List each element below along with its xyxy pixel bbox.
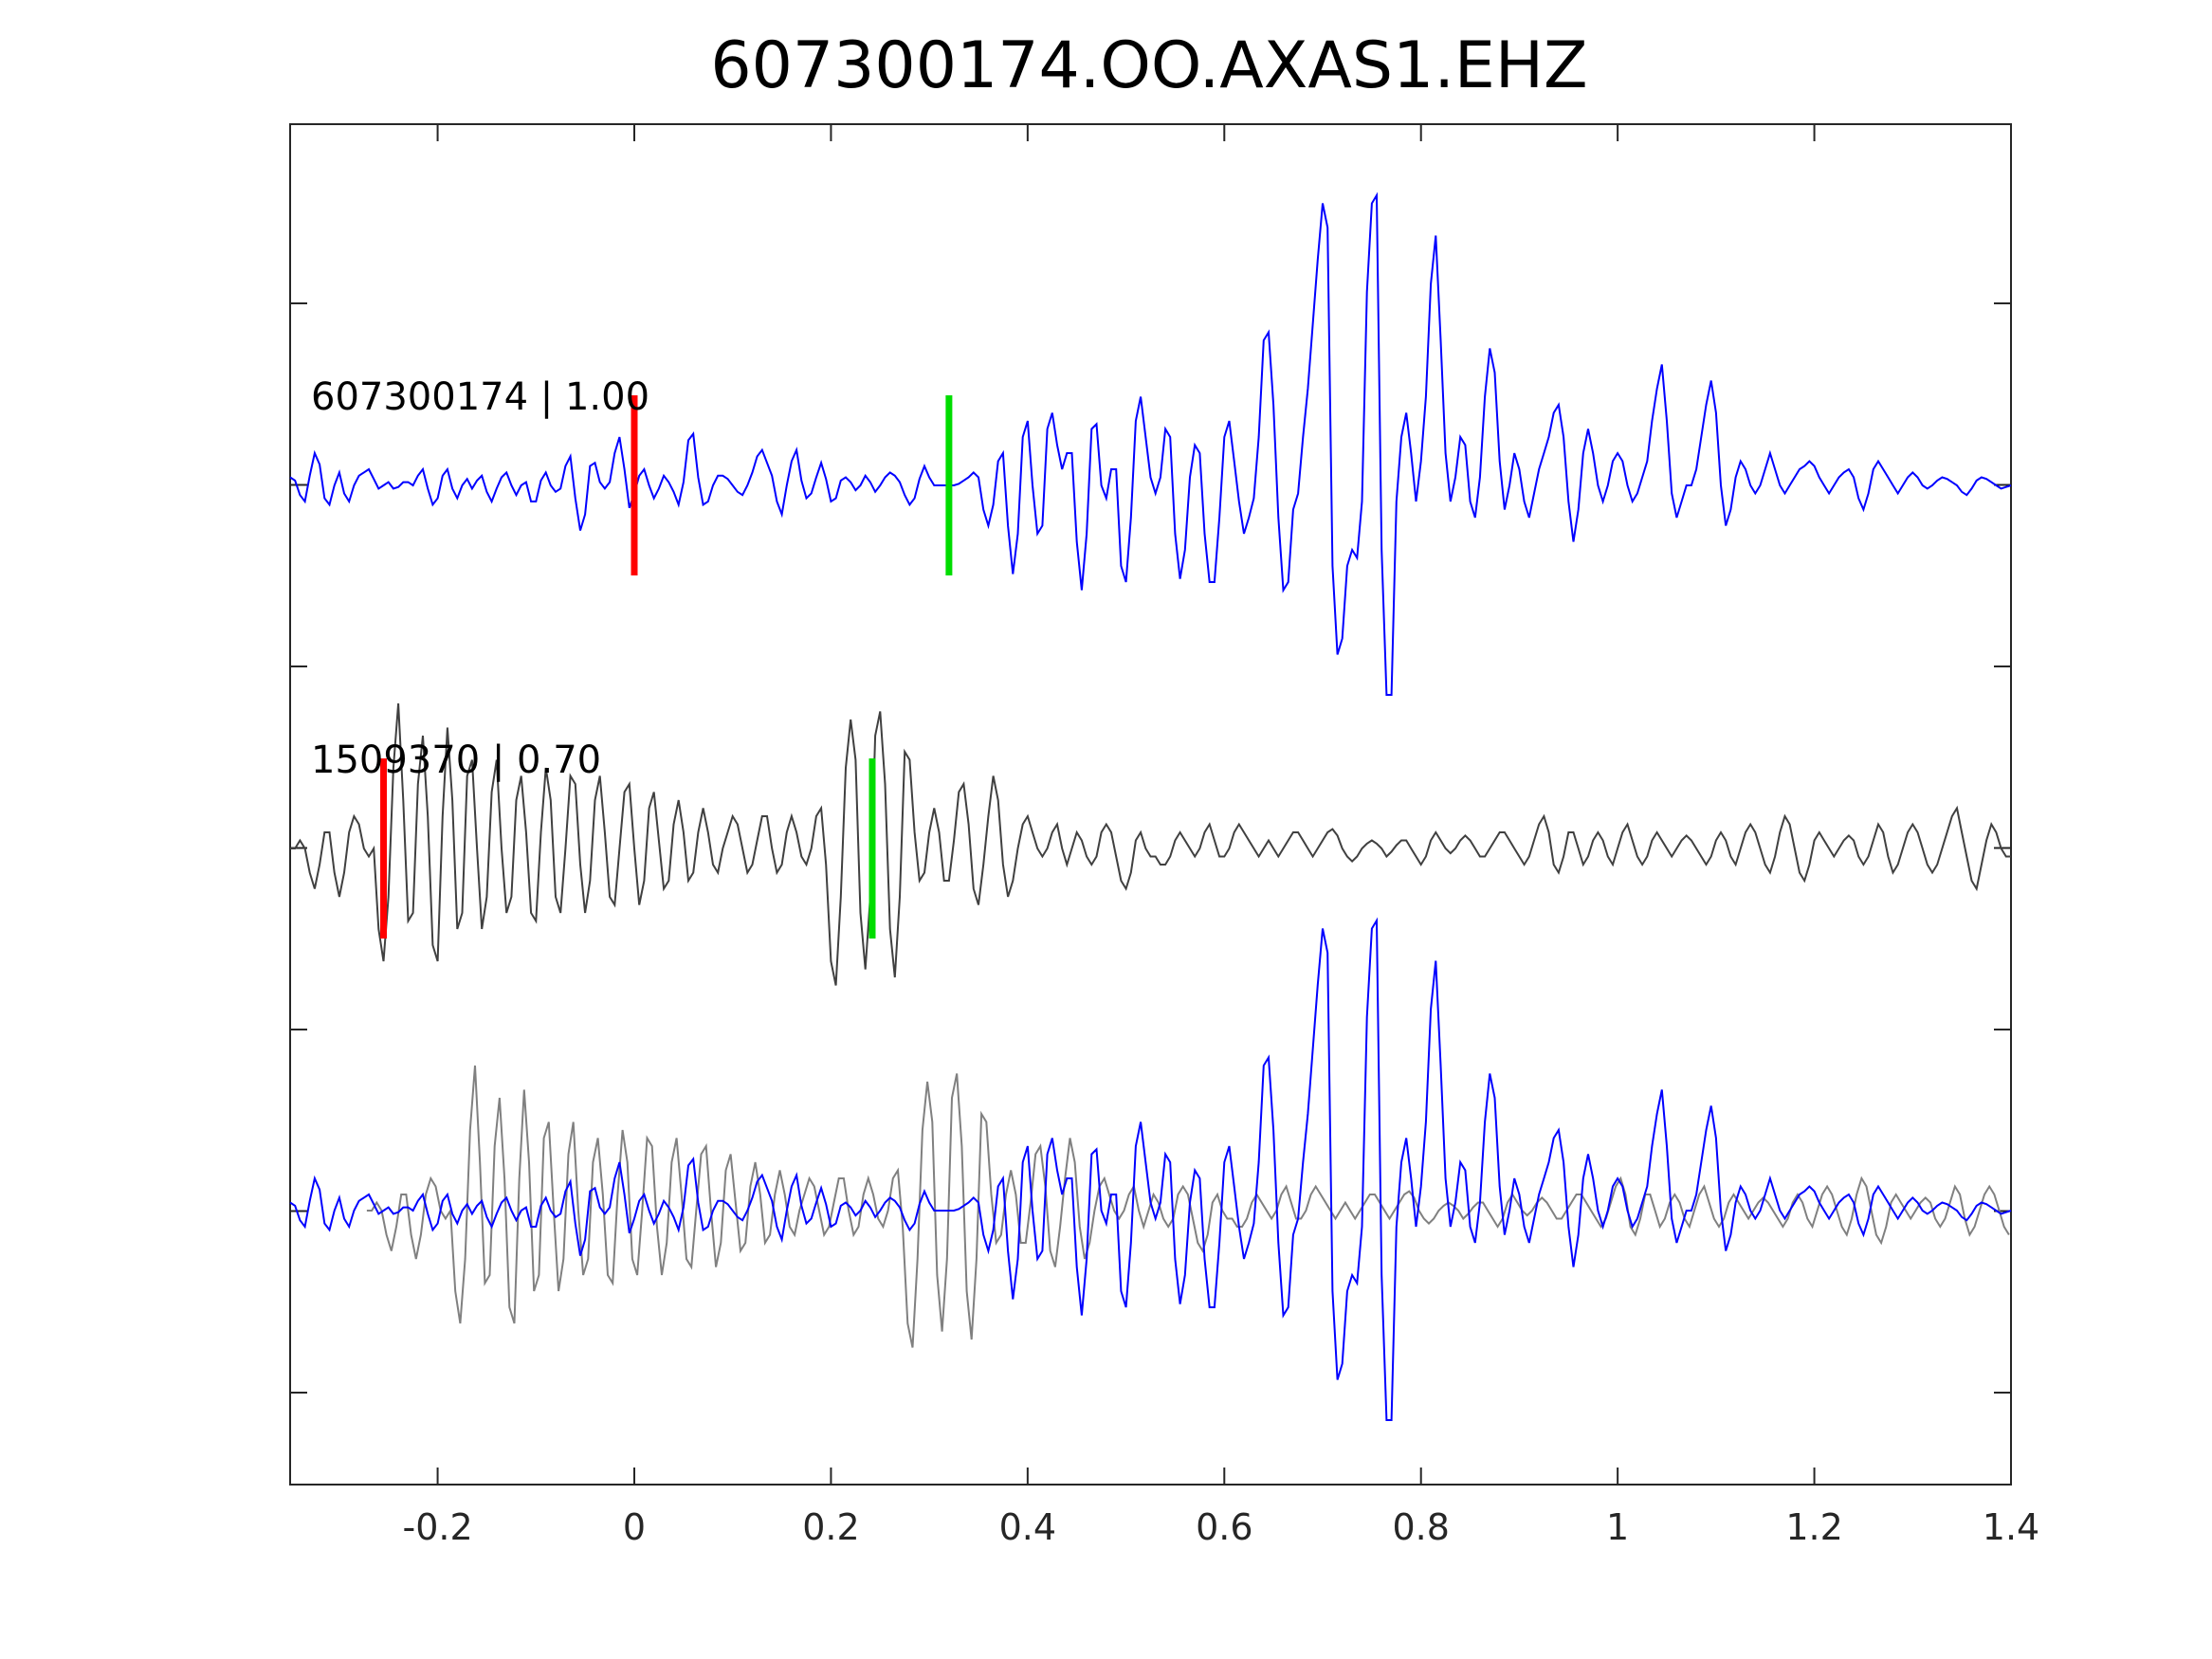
x-tick-label: 0 [623, 1506, 646, 1548]
overlay-trace-1509370 [366, 1065, 2010, 1348]
x-tick-label: 1.2 [1785, 1506, 1842, 1548]
x-tick-label: 0.2 [802, 1506, 859, 1548]
x-tick-label: 0.8 [1392, 1506, 1449, 1548]
traces [289, 191, 2012, 1421]
trace-label: 1509370 | 0.70 [311, 738, 601, 782]
overlay-trace-607300174 [289, 917, 2012, 1421]
x-tick-label: 0.6 [1196, 1506, 1252, 1548]
x-tick-label: -0.2 [402, 1506, 472, 1548]
x-tick-label: 0.4 [999, 1506, 1056, 1548]
plot-area-frame [289, 123, 2012, 1486]
x-tick-label: 1.4 [1983, 1506, 2039, 1548]
chart-title: 607300174.OO.AXAS1.EHZ [710, 28, 1587, 103]
x-tick-label: 1 [1606, 1506, 1629, 1548]
axes: -0.2 0 0.2 0.4 0.6 0.8 1 1.2 1.4 [290, 124, 2039, 1548]
trace-1509370 [290, 702, 2011, 986]
trace-labels: 607300174 | 1.00 1509370 | 0.70 [311, 375, 649, 782]
trace-label: 607300174 | 1.00 [311, 375, 649, 419]
phase-picks [380, 395, 953, 939]
trace-607300174 [289, 191, 2012, 696]
